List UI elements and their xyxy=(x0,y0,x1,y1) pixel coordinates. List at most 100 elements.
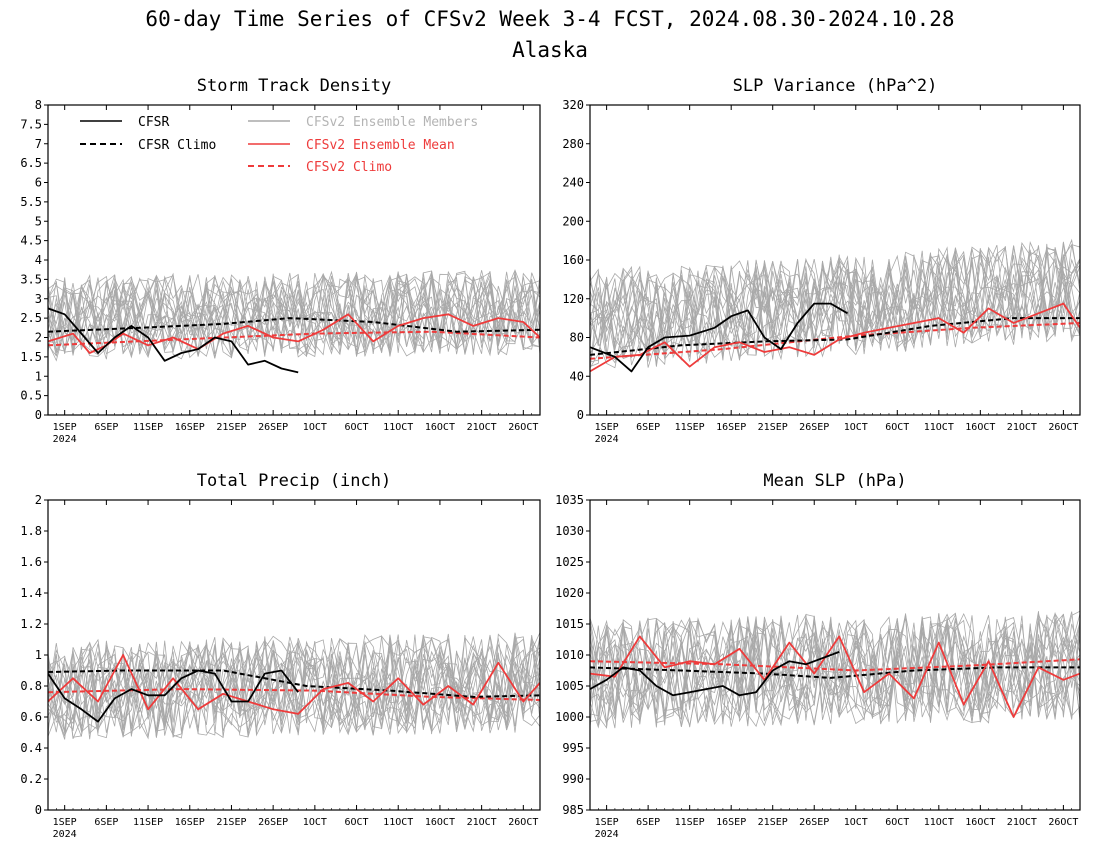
series-group xyxy=(590,635,1080,718)
x-tick-label: 21SEP xyxy=(216,422,246,433)
y-tick-label: 990 xyxy=(562,772,584,786)
series-group xyxy=(48,307,540,374)
y-tick-label: 985 xyxy=(562,803,584,817)
x-tick-label: 11OCT xyxy=(924,817,954,828)
x-tick-label: 1OCT xyxy=(303,817,327,828)
ensemble-member-line xyxy=(48,272,540,355)
legend-item: CFSR xyxy=(80,115,169,130)
ensemble-member-line xyxy=(48,271,540,358)
cfsr-line xyxy=(48,669,299,723)
x-tick-label: 11SEP xyxy=(675,817,705,828)
legend-item: CFSv2 Climo xyxy=(248,160,392,175)
x-tick-label: 26SEP xyxy=(258,422,288,433)
ensemble-member-line xyxy=(48,634,540,735)
x-tick-label: 6SEP xyxy=(636,817,660,828)
y-tick-label: 160 xyxy=(562,253,584,267)
panel-title: Total Precip (inch) xyxy=(197,471,391,491)
y-tick-label: 320 xyxy=(562,98,584,112)
cfsr-line xyxy=(590,651,840,697)
x-tick-label: 6OCT xyxy=(344,422,368,433)
ensemble-member-line xyxy=(48,274,540,357)
chart-panel-1: Storm Track Density 0 0.5 1 1.5 2 2.5 3 3.5 4 4.5 5… xyxy=(20,76,541,445)
x-tick-label: 6OCT xyxy=(885,422,909,433)
y-tick-label: 2 xyxy=(35,331,42,345)
y-tick-label: 280 xyxy=(562,137,584,151)
ensemble-member-line xyxy=(48,270,540,359)
figure-title-line1: 60-day Time Series of CFSv2 Week 3-4 FCS… xyxy=(145,7,955,31)
x-year-label: 2024 xyxy=(53,829,77,840)
ensemble-member-line xyxy=(590,612,1080,721)
plot-frame xyxy=(47,104,541,416)
y-tick-label: 5 xyxy=(35,214,42,228)
x-tick-label: 26SEP xyxy=(799,817,829,828)
figure-title: 60-day Time Series of CFSv2 Week 3-4 FCS… xyxy=(0,4,1100,66)
cfsr-climo-line xyxy=(48,669,540,698)
ensemble-member-line xyxy=(590,610,1080,725)
x-tick-label: 26OCT xyxy=(508,422,538,433)
y-tick-label: 6 xyxy=(35,176,42,190)
ensemble-member-line xyxy=(48,634,540,734)
y-tick-label: 0.6 xyxy=(20,710,42,724)
cfsr-climo-line xyxy=(48,317,540,333)
chart-panel-2: SLP Variance (hPa^2) 0 40 80 120 160 200 240 280… xyxy=(562,76,1081,445)
y-tick-label: 7 xyxy=(35,137,42,151)
plot-frame xyxy=(47,499,541,811)
legend-item: CFSR Climo xyxy=(80,138,216,153)
ensemble-member-line xyxy=(590,617,1080,726)
y-tick-label: 40 xyxy=(570,369,584,383)
y-tick-label: 1 xyxy=(35,369,42,383)
y-tick-label: 5.5 xyxy=(20,195,42,209)
ensemble-members xyxy=(48,269,540,362)
x-tick-label: 21SEP xyxy=(758,817,788,828)
x-tick-label: 16SEP xyxy=(175,422,205,433)
y-tick-label: 3 xyxy=(35,292,42,306)
x-tick-label: 21OCT xyxy=(1007,817,1037,828)
ensemble-member-line xyxy=(590,615,1080,729)
x-tick-label: 26OCT xyxy=(508,817,538,828)
y-tick-label: 1.8 xyxy=(20,524,42,538)
x-tick-label: 1OCT xyxy=(844,422,868,433)
x-tick-label: 21OCT xyxy=(467,817,497,828)
x-tick-label: 1OCT xyxy=(844,817,868,828)
y-tick-label: 6.5 xyxy=(20,156,42,170)
y-tick-label: 8 xyxy=(35,98,42,112)
y-tick-label: 1025 xyxy=(555,555,584,569)
y-tick-label: 1.6 xyxy=(20,555,42,569)
x-tick-label: 16OCT xyxy=(965,817,995,828)
y-tick-label: 0 xyxy=(35,803,42,817)
cfsr-climo-line xyxy=(590,666,1080,679)
legend-item: CFSv2 Ensemble Mean xyxy=(248,138,455,153)
x-tick-label: 1SEP xyxy=(53,422,77,433)
x-tick-label: 1SEP xyxy=(595,422,619,433)
x-tick-label: 21SEP xyxy=(216,817,246,828)
x-tick-label: 6SEP xyxy=(94,817,118,828)
ensemble-member-line xyxy=(48,633,540,736)
panel-title: Storm Track Density xyxy=(197,76,391,96)
x-year-label: 2024 xyxy=(53,434,77,445)
y-tick-label: 1015 xyxy=(555,617,584,631)
y-tick-label: 1.5 xyxy=(20,350,42,364)
cfsr-climo-line xyxy=(590,317,1080,356)
x-tick-label: 6SEP xyxy=(94,422,118,433)
legend-label: CFSv2 Ensemble Mean xyxy=(306,138,455,153)
cfsv2-ensemble-mean-line xyxy=(590,635,1080,718)
y-tick-label: 1020 xyxy=(555,586,584,600)
series-group xyxy=(590,302,1080,373)
y-tick-label: 0.8 xyxy=(20,679,42,693)
legend: CFSR CFSR Climo CFSv2 Ensemble Members CFSv… xyxy=(80,115,478,175)
ensemble-member-line xyxy=(48,276,540,355)
x-tick-label: 11SEP xyxy=(675,422,705,433)
x-tick-label: 16SEP xyxy=(716,422,746,433)
x-tick-label: 26SEP xyxy=(258,817,288,828)
x-tick-label: 21OCT xyxy=(467,422,497,433)
x-tick-label: 16OCT xyxy=(425,817,455,828)
cfsr-line xyxy=(590,302,848,373)
panel-title: SLP Variance (hPa^2) xyxy=(733,76,938,96)
x-year-label: 2024 xyxy=(595,434,619,445)
legend-label: CFSv2 Climo xyxy=(306,160,392,175)
x-tick-label: 26SEP xyxy=(799,422,829,433)
ensemble-member-line xyxy=(590,254,1080,367)
x-tick-label: 11OCT xyxy=(924,422,954,433)
ensemble-member-line xyxy=(590,613,1080,724)
x-tick-label: 16SEP xyxy=(175,817,205,828)
